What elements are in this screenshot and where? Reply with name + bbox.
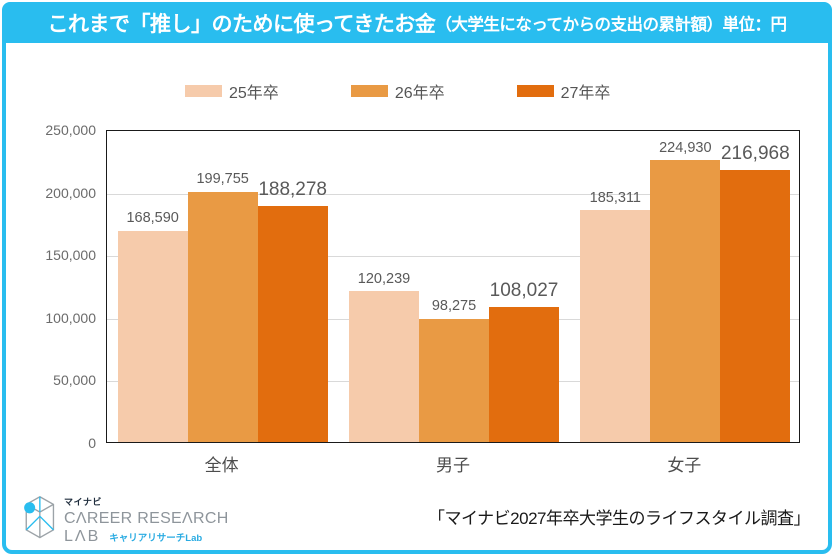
legend-swatch xyxy=(516,85,554,97)
value-label-25年卒-男子: 120,239 xyxy=(357,270,411,287)
logo-career-research: CΛREER RESEΛRCH xyxy=(64,510,229,527)
bar-27年卒-男子 xyxy=(489,306,559,442)
legend-label: 26年卒 xyxy=(394,85,445,102)
value-label-26年卒-全体: 199,755 xyxy=(196,171,249,188)
chart-plot-area: 168,590 199,755 188,278 120,239 98,275 108,02… xyxy=(106,130,800,443)
value-label-27年卒-男子: 108,027 xyxy=(489,279,559,301)
logo-career-research-lab-jp: キャリアリサーチLab xyxy=(109,532,203,544)
bar-25年卒-全体 xyxy=(117,230,188,442)
gridline xyxy=(107,256,799,258)
bar-25年卒-男子 xyxy=(349,291,419,442)
page-title: これまで「推し」のために使ってきたお金 xyxy=(47,12,436,36)
logo-text: マイナビ CΛREER RESEΛRCH LΛB キャリアリサーチLab xyxy=(64,493,229,546)
value-label-25年卒-女子: 185,311 xyxy=(589,189,641,206)
y-axis-tick: 200,000 xyxy=(45,184,96,201)
x-axis-label-全体: 全体 xyxy=(204,456,239,475)
value-label-25年卒-全体: 168,590 xyxy=(126,210,179,227)
y-axis-tick: 150,000 xyxy=(45,247,96,264)
bar-27年卒-女子 xyxy=(720,170,791,442)
y-axis-tick: 250,000 xyxy=(45,122,96,138)
legend-swatch xyxy=(350,85,388,97)
page-title-note: （大学生になってからの支出の累計額）単位：円 xyxy=(435,15,787,34)
x-axis-label-男子: 男子 xyxy=(435,456,470,475)
logo-brand-jp: マイナビ xyxy=(64,497,102,507)
legend-label: 27年卒 xyxy=(560,85,611,102)
bar-26年卒-全体 xyxy=(187,191,258,442)
legend-item-26年卒: 26年卒 xyxy=(350,80,445,102)
cyan-dot xyxy=(24,502,36,514)
value-label-26年卒-男子: 98,275 xyxy=(431,298,477,315)
header-bar: これまで「推し」のために使ってきたお金 （大学生になってからの支出の累計額）単位：… xyxy=(2,2,832,43)
y-axis-tick: 50,000 xyxy=(53,372,96,389)
y-axis-tick: 100,000 xyxy=(45,309,96,326)
x-axis-label-女子: 女子 xyxy=(667,456,702,475)
bar-26年卒-女子 xyxy=(650,160,721,442)
gridline xyxy=(107,193,799,195)
career-research-lab-logo: マイナビ CΛREER RESEΛRCH LΛB キャリアリサーチLab xyxy=(22,493,229,546)
bar-26年卒-男子 xyxy=(419,318,489,442)
bar-27年卒-全体 xyxy=(257,206,328,442)
legend-item-25年卒: 25年卒 xyxy=(185,80,279,102)
value-label-26年卒-女子: 224,930 xyxy=(659,139,712,156)
bar-25年卒-女子 xyxy=(580,210,651,442)
logo-lab: LΛB xyxy=(64,528,101,546)
legend-swatch xyxy=(185,85,222,97)
value-label-27年卒-全体: 188,278 xyxy=(258,179,327,201)
mynavi-cube-icon xyxy=(24,495,55,539)
source-citation: 「マイナビ2027年卒大学生のライフスタイル調査」 xyxy=(428,509,810,528)
legend-label: 25年卒 xyxy=(229,85,279,102)
y-axis-tick: 0 xyxy=(88,435,96,451)
legend-item-27年卒: 27年卒 xyxy=(516,80,611,102)
chart-legend: 25年卒 26年卒 27年卒 xyxy=(185,80,610,102)
value-label-27年卒-女子: 216,968 xyxy=(720,143,790,165)
